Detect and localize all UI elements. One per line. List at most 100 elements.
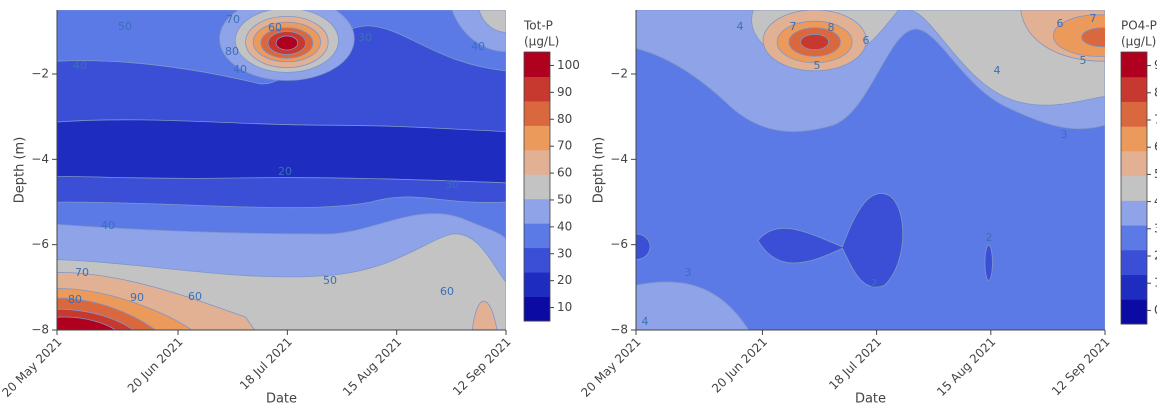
colorbar-band <box>1121 299 1147 325</box>
colorbar-band <box>1121 126 1147 152</box>
contour-band <box>472 301 497 330</box>
y-axis-title: Depth (m) <box>592 137 607 204</box>
contour-band <box>57 120 506 183</box>
contour-label: 3 <box>685 266 692 279</box>
contour-label: 5 <box>1080 54 1087 67</box>
contour-band <box>276 36 298 50</box>
colorbar-band <box>524 52 550 77</box>
colorbar-band <box>524 223 550 249</box>
y-tick-label: −4 <box>31 152 49 166</box>
colorbar-tick-label: 20 <box>557 273 572 287</box>
x-tick-label: 12 Sep 2021 <box>1049 335 1113 399</box>
contour-label: 7 <box>790 20 797 33</box>
colorbar-tick-label: 90 <box>557 85 572 99</box>
contour-label: 30 <box>358 31 372 44</box>
contour-label: 6 <box>863 34 870 47</box>
colorbar-tick-label: 60 <box>557 166 572 180</box>
contour-band <box>57 317 115 330</box>
colorbar-tick-label: 100 <box>557 58 580 72</box>
contour-label: 2 <box>986 231 993 244</box>
chart-panel: 4 7 8 6 5 6 7 5 4 3 3 2 2 4 20 May 2021 20 Jun 2021 18 J… <box>578 10 1157 407</box>
colorbar-band <box>1121 249 1147 276</box>
contour-label: 4 <box>642 315 649 328</box>
contour-band <box>1053 15 1105 57</box>
colorbar-band <box>524 149 550 175</box>
contour-label: 50 <box>118 20 132 33</box>
contour-label: 3 <box>1061 128 1068 141</box>
contour-label: 20 <box>278 165 292 178</box>
colorbar-band <box>1121 76 1147 102</box>
contour-band <box>985 245 993 280</box>
contour-label: 4 <box>994 64 1001 77</box>
contour-bands <box>57 10 506 330</box>
colorbar-tick-label: 0 <box>1154 303 1157 317</box>
contour-label: 30 <box>445 178 459 191</box>
contour-plot <box>57 10 506 330</box>
contour-label: 60 <box>188 290 202 303</box>
colorbar-band <box>524 296 550 322</box>
contour-label: 70 <box>75 266 89 279</box>
colorbar-tick-label: 7 <box>1154 113 1157 127</box>
y-tick-label: −6 <box>610 237 628 251</box>
colorbar-tick-label: 80 <box>557 112 572 126</box>
y-tick-label: −2 <box>31 67 49 81</box>
contour-band <box>1082 28 1105 47</box>
contour-label: 80 <box>225 45 239 58</box>
colorbar-band <box>1121 52 1147 78</box>
colorbar-tick-label: 3 <box>1154 221 1157 235</box>
contour-band <box>801 34 829 49</box>
colorbar-band <box>524 125 550 151</box>
colorbar-tick-label: 30 <box>557 246 572 260</box>
colorbar-band <box>1121 225 1147 251</box>
contour-band <box>758 193 903 287</box>
x-tick-label: 20 May 2021 <box>578 335 643 400</box>
contour-label: 90 <box>130 291 144 304</box>
colorbar-tick-label: 5 <box>1154 167 1157 181</box>
y-tick-label: −2 <box>610 67 628 81</box>
colorbar-tick-label: 50 <box>557 192 572 206</box>
colorbar-title: PO4-P <box>1121 19 1157 33</box>
x-tick-label: 18 Jul 2021 <box>237 335 295 393</box>
colorbar-tick-label: 8 <box>1154 85 1157 99</box>
colorbar-band <box>1121 274 1147 300</box>
x-tick-label: 15 Aug 2021 <box>340 335 404 399</box>
colorbar-title: Tot-P <box>523 19 553 33</box>
contour-plot <box>636 10 1105 330</box>
colorbar-frame <box>523 51 551 322</box>
colorbar-band <box>1121 200 1147 226</box>
colorbar-tick-label: 9 <box>1154 58 1157 72</box>
contour-label: 70 <box>226 13 240 26</box>
contour-label: 4 <box>737 20 744 33</box>
contour-label: 60 <box>268 21 282 34</box>
y-tick-label: −8 <box>610 323 628 337</box>
colorbar-tick-label: 1 <box>1154 276 1157 290</box>
colorbar-band <box>524 76 550 102</box>
contour-label: 6 <box>1057 17 1064 30</box>
x-axis-title: Date <box>266 392 297 407</box>
y-tick-label: −4 <box>610 152 628 166</box>
y-axis-title: Depth (m) <box>13 137 28 204</box>
contour-band <box>636 234 650 260</box>
colorbar-frame <box>1120 51 1148 325</box>
contour-label: 8 <box>828 21 835 34</box>
colorbar-tick-label: 4 <box>1154 194 1157 208</box>
contour-label: 60 <box>440 285 454 298</box>
x-tick-label: 18 Jul 2021 <box>826 335 884 393</box>
contour-bands <box>636 10 1105 330</box>
colorbar-band <box>524 100 550 126</box>
x-tick-label: 20 Jun 2021 <box>709 335 770 396</box>
contour-label: 50 <box>323 274 337 287</box>
contour-label: 40 <box>73 59 87 72</box>
colorbar-band <box>524 247 550 273</box>
colorbar-tick-label: 40 <box>557 219 572 233</box>
x-tick-label: 20 Jun 2021 <box>125 335 186 396</box>
y-tick-label: −6 <box>31 237 49 251</box>
colorbar-tick-label: 2 <box>1154 249 1157 263</box>
y-tick-label: −8 <box>31 323 49 337</box>
colorbar-title: (μg/L) <box>1121 35 1156 49</box>
colorbar-tick-label: 10 <box>557 300 572 314</box>
contour-label: 40 <box>471 40 485 53</box>
colorbar-band <box>524 272 550 298</box>
colorbar-band <box>1121 150 1147 177</box>
